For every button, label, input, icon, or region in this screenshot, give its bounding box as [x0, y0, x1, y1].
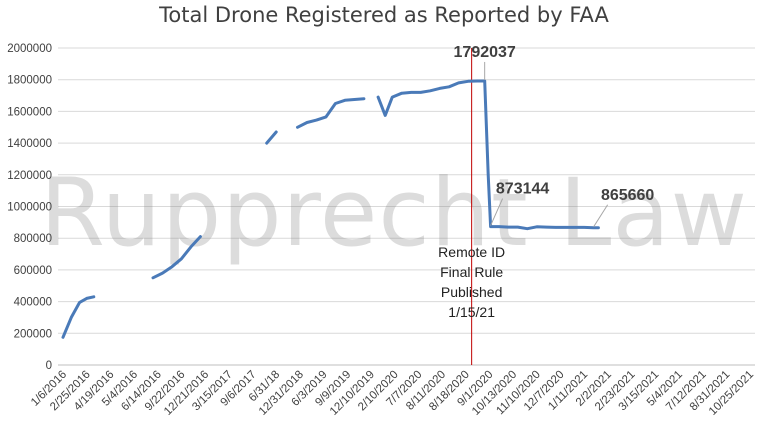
y-tick-label: 0: [46, 360, 52, 372]
y-tick-label: 1800000: [7, 75, 52, 87]
series-line-segment: [151, 235, 202, 280]
callout-layer: 1792037 873144 865660: [454, 44, 654, 228]
data-callout-label: 873144: [496, 181, 549, 198]
y-tick-label: 1400000: [7, 138, 52, 150]
y-tick-label: 2000000: [7, 43, 52, 55]
watermark-text: Rupprecht Law: [40, 159, 748, 268]
remote-id-annotation-line: Remote ID: [438, 244, 505, 260]
series-line-segment: [296, 97, 366, 129]
data-callout-label: 1792037: [454, 44, 516, 61]
series-layer: [61, 79, 600, 339]
series-line-segment: [61, 295, 96, 339]
callout-leader: [593, 204, 609, 228]
remote-id-annotation-line: Final Rule: [440, 264, 503, 280]
y-axis-ticks: 0 200000 400000 600000 800000 1000000 1200000 1…: [7, 43, 52, 372]
watermark: Rupprecht Law: [40, 159, 748, 268]
y-tick-label: 600000: [14, 265, 52, 277]
series-line-segment: [376, 79, 600, 231]
callout-leader: [490, 198, 504, 226]
x-axis-ticks: 1/6/20162/25/20164/19/20165/4/20166/14/2…: [29, 369, 756, 418]
remote-id-marker: Remote ID Final Rule Published 1/15/21: [438, 48, 505, 365]
remote-id-annotation-line: Published: [441, 284, 503, 300]
y-tick-label: 200000: [14, 328, 52, 340]
series-line-segment: [265, 130, 278, 145]
y-tick-label: 1200000: [7, 170, 52, 182]
y-tick-label: 400000: [14, 297, 52, 309]
chart-title: Total Drone Registered as Reported by FA…: [158, 3, 609, 27]
y-tick-label: 1000000: [7, 202, 52, 214]
remote-id-annotation-line: 1/15/21: [448, 304, 495, 320]
y-tick-label: 800000: [14, 233, 52, 245]
data-callout-label: 865660: [601, 187, 654, 204]
y-tick-label: 1600000: [7, 106, 52, 118]
gridlines: [58, 47, 755, 366]
